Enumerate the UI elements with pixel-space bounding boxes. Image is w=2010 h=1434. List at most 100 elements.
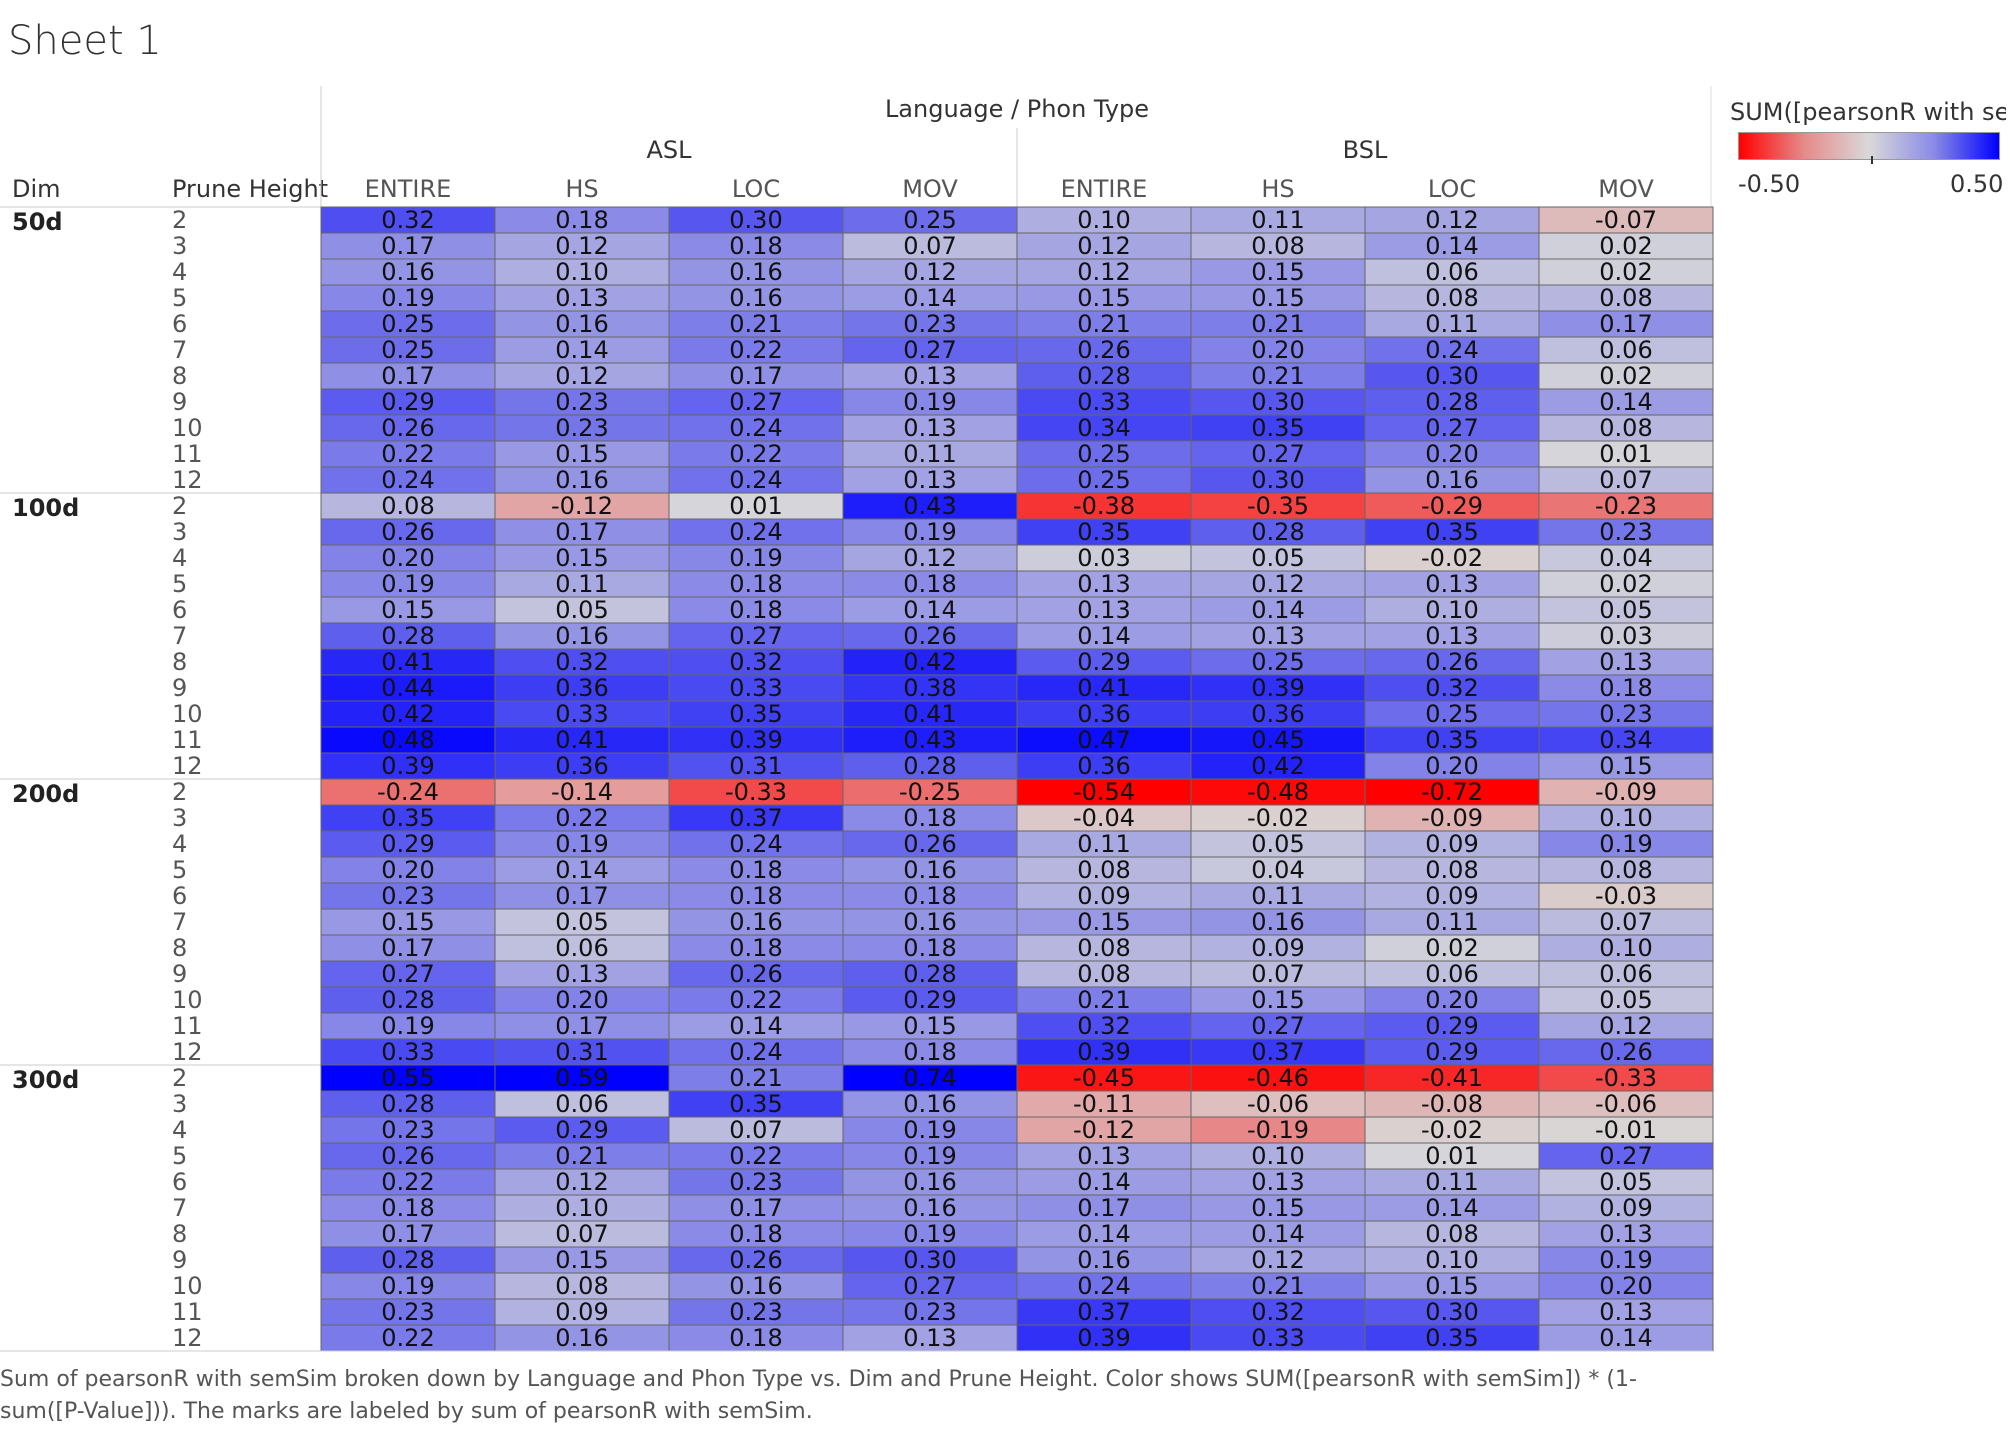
heatmap-cell xyxy=(494,206,670,234)
cell-value: 0.30 xyxy=(1251,466,1304,494)
row-header-prune-height: Prune Height xyxy=(172,175,328,203)
cell-value: 0.12 xyxy=(1077,232,1130,260)
cell-value: 0.14 xyxy=(1077,1220,1130,1248)
cell-value: 0.11 xyxy=(1251,882,1304,910)
cell-value: 0.17 xyxy=(1599,310,1652,338)
cell-value: 0.20 xyxy=(381,856,434,884)
cell-value: 0.25 xyxy=(1251,648,1304,676)
cell-value: 0.18 xyxy=(381,1194,434,1222)
cell-value: 0.10 xyxy=(1077,206,1130,234)
prune-height-label: 12 xyxy=(172,466,203,494)
cell-value: -0.02 xyxy=(1421,544,1483,572)
cell-value: 0.32 xyxy=(1077,1012,1130,1040)
heatmap-cell xyxy=(1538,596,1714,624)
heatmap-cell xyxy=(1538,960,1714,988)
cell-value: 0.17 xyxy=(1077,1194,1130,1222)
cell-value: -0.45 xyxy=(1073,1064,1135,1092)
heatmap-cell xyxy=(1538,362,1714,390)
heatmap-cell xyxy=(320,726,496,754)
cell-value: 0.32 xyxy=(1425,674,1478,702)
heatmap-cell xyxy=(1538,882,1714,910)
cell-value: 0.15 xyxy=(1251,986,1304,1014)
heatmap-cell xyxy=(1538,1142,1714,1170)
cell-value: 0.15 xyxy=(1425,1272,1478,1300)
cell-value: 0.26 xyxy=(903,830,956,858)
heatmap-cell xyxy=(1190,1168,1366,1196)
heatmap-cell xyxy=(494,388,670,416)
cell-value: 0.19 xyxy=(903,388,956,416)
cell-value: 0.36 xyxy=(1251,700,1304,728)
heatmap-cell xyxy=(1190,986,1366,1014)
cell-value: 0.74 xyxy=(903,1064,956,1092)
cell-value: 0.14 xyxy=(555,856,608,884)
heatmap-cell xyxy=(1364,700,1540,728)
cell-value: 0.18 xyxy=(729,882,782,910)
cell-value: 0.08 xyxy=(555,1272,608,1300)
cell-value: 0.35 xyxy=(1077,518,1130,546)
heatmap-cell xyxy=(1190,570,1366,598)
cell-value: 0.33 xyxy=(1077,388,1130,416)
cell-value: 0.03 xyxy=(1599,622,1652,650)
heatmap-cell xyxy=(1364,648,1540,676)
cell-value: 0.20 xyxy=(1425,986,1478,1014)
cell-value: 0.37 xyxy=(1077,1298,1130,1326)
cell-value: 0.23 xyxy=(381,1116,434,1144)
cell-value: 0.17 xyxy=(729,1194,782,1222)
prune-height-label: 11 xyxy=(172,1298,203,1326)
cell-value: 0.18 xyxy=(729,934,782,962)
heatmap-cell xyxy=(494,440,670,468)
heatmap-cell xyxy=(494,960,670,988)
heatmap-cell xyxy=(668,1194,844,1222)
cell-value: 0.43 xyxy=(903,492,956,520)
cell-value: 0.12 xyxy=(555,232,608,260)
heatmap-cell xyxy=(1538,492,1714,520)
cell-value: 0.35 xyxy=(1425,1324,1478,1352)
cell-value: 0.15 xyxy=(555,1246,608,1274)
cell-value: 0.17 xyxy=(381,362,434,390)
cell-value: 0.17 xyxy=(381,934,434,962)
cell-value: 0.26 xyxy=(1425,648,1478,676)
cell-value: 0.48 xyxy=(381,726,434,754)
cell-value: 0.29 xyxy=(555,1116,608,1144)
cell-value: 0.22 xyxy=(729,986,782,1014)
cell-value: -0.19 xyxy=(1247,1116,1309,1144)
heatmap-cell xyxy=(320,596,496,624)
cell-value: 0.16 xyxy=(381,258,434,286)
cell-value: 0.16 xyxy=(729,1272,782,1300)
heatmap-cell xyxy=(320,1116,496,1144)
cell-value: -0.02 xyxy=(1421,1116,1483,1144)
cell-value: 0.15 xyxy=(1077,284,1130,312)
heatmap-cell xyxy=(1190,440,1366,468)
cell-value: 0.08 xyxy=(1599,414,1652,442)
cell-value: 0.19 xyxy=(903,1220,956,1248)
heatmap-cell xyxy=(668,960,844,988)
dim-label: 300d xyxy=(12,1066,79,1094)
cell-value: 0.41 xyxy=(381,648,434,676)
heatmap-cell xyxy=(1364,362,1540,390)
cell-value: 0.39 xyxy=(1251,674,1304,702)
heatmap-cell xyxy=(494,908,670,936)
cell-value: 0.21 xyxy=(729,1064,782,1092)
cell-value: 0.14 xyxy=(1599,388,1652,416)
cell-value: 0.08 xyxy=(1425,284,1478,312)
cell-value: 0.22 xyxy=(381,1324,434,1352)
heatmap-cell xyxy=(1364,1168,1540,1196)
cell-value: 0.01 xyxy=(1599,440,1652,468)
prune-height-label: 5 xyxy=(172,856,187,884)
heatmap-cell xyxy=(1190,1194,1366,1222)
heatmap-cell xyxy=(1364,1272,1540,1300)
cell-value: 0.28 xyxy=(1251,518,1304,546)
heatmap-cell xyxy=(1190,1298,1366,1326)
heatmap-cell xyxy=(1364,1246,1540,1274)
heatmap-cell xyxy=(1538,700,1714,728)
cell-value: 0.28 xyxy=(381,986,434,1014)
heatmap-cell xyxy=(1016,570,1192,598)
heatmap-cell xyxy=(668,388,844,416)
prune-height-label: 6 xyxy=(172,596,187,624)
cell-value: 0.14 xyxy=(1251,596,1304,624)
legend-color-bar[interactable] xyxy=(1738,132,2000,160)
heatmap-cell xyxy=(320,1064,496,1092)
cell-value: 0.19 xyxy=(1599,1246,1652,1274)
heatmap-cell xyxy=(320,414,496,442)
prune-height-label: 9 xyxy=(172,1246,187,1274)
